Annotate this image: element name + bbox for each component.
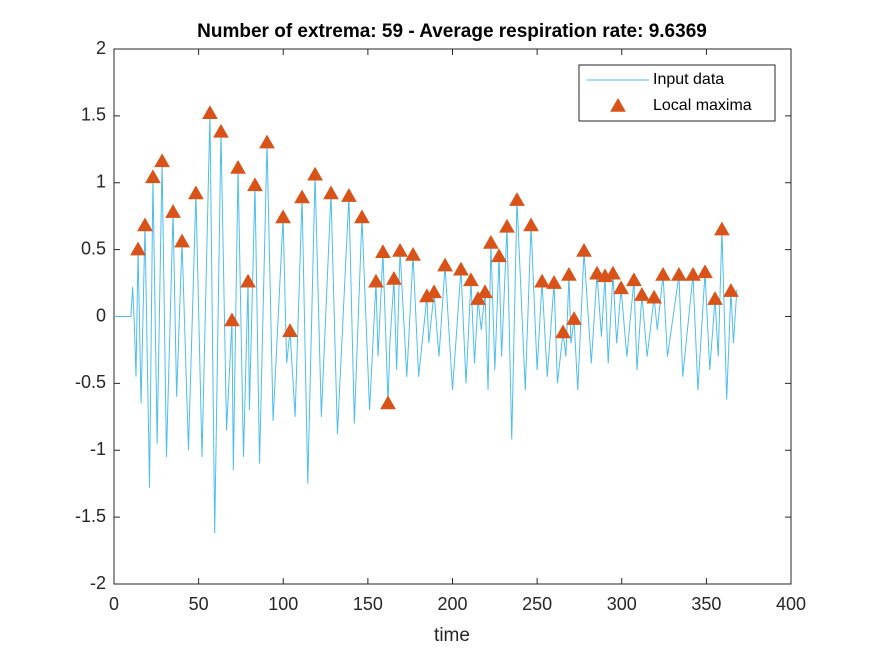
- marker: [145, 169, 161, 184]
- marker: [707, 291, 723, 305]
- marker: [634, 287, 650, 301]
- marker: [259, 134, 275, 149]
- marker: [613, 280, 629, 295]
- marker: [555, 324, 571, 339]
- marker: [341, 188, 357, 202]
- marker: [307, 166, 323, 181]
- marker: [426, 284, 442, 299]
- marker: [499, 218, 515, 233]
- marker: [240, 273, 256, 288]
- marker: [483, 234, 499, 249]
- x-axis-label: time: [434, 625, 470, 646]
- marker: [323, 185, 339, 200]
- marker: [213, 123, 229, 138]
- x-tick-label: 300: [607, 594, 637, 614]
- data-line: [114, 113, 738, 534]
- marker: [534, 273, 550, 288]
- y-tick-label: 1.5: [81, 105, 106, 125]
- marker: [671, 267, 687, 281]
- y-tick-label: -2: [90, 573, 106, 593]
- marker: [368, 273, 384, 288]
- x-tick-label: 150: [353, 594, 383, 614]
- marker: [282, 323, 298, 337]
- x-tick-label: 0: [109, 594, 119, 614]
- marker: [386, 271, 402, 285]
- x-tick-label: 400: [776, 594, 806, 614]
- x-tick-label: 350: [691, 594, 721, 614]
- x-tick-label: 250: [522, 594, 552, 614]
- marker: [405, 246, 421, 261]
- marker: [546, 275, 562, 289]
- marker: [380, 395, 396, 410]
- marker: [655, 267, 671, 281]
- marker: [230, 160, 246, 174]
- marker: [477, 284, 493, 299]
- marker: [491, 248, 507, 263]
- x-tick-label: 100: [268, 594, 298, 614]
- legend-swatch: [610, 97, 626, 112]
- marker: [165, 204, 181, 218]
- marker: [392, 242, 408, 257]
- marker: [509, 192, 525, 206]
- marker: [275, 209, 291, 224]
- marker: [154, 153, 170, 168]
- marker: [685, 267, 701, 281]
- marker: [437, 257, 453, 272]
- marker: [470, 291, 486, 305]
- marker: [224, 312, 240, 327]
- y-tick-label: -1: [90, 439, 106, 459]
- marker: [247, 177, 263, 192]
- y-tick-label: 0.5: [81, 238, 106, 258]
- marker: [188, 185, 204, 200]
- marker: [626, 272, 642, 287]
- marker: [354, 209, 370, 224]
- marker: [723, 283, 739, 297]
- x-tick-label: 50: [189, 594, 209, 614]
- marker: [697, 264, 713, 279]
- y-tick-label: 1: [96, 172, 106, 192]
- marker: [375, 244, 391, 259]
- x-tick-label: 200: [437, 594, 467, 614]
- marker: [202, 105, 218, 119]
- marker: [605, 265, 621, 280]
- marker: [566, 311, 582, 325]
- y-tick-label: 0: [96, 305, 106, 325]
- y-tick-label: -1.5: [75, 506, 106, 526]
- marker: [523, 217, 539, 232]
- marker: [137, 217, 153, 232]
- marker: [576, 242, 592, 257]
- marker: [463, 272, 479, 287]
- marker: [589, 265, 605, 280]
- marker: [130, 241, 146, 256]
- legend-label: Local maxima: [653, 97, 752, 114]
- marker: [174, 233, 190, 248]
- y-tick-label: -0.5: [75, 372, 106, 392]
- marker: [714, 221, 730, 236]
- marker: [453, 261, 469, 276]
- plot-area: [113, 48, 792, 585]
- marker: [294, 189, 310, 204]
- marker: [646, 289, 662, 304]
- legend-label: Input data: [653, 71, 724, 88]
- chart-title: Number of extrema: 59 - Average respirat…: [197, 21, 707, 42]
- y-tick-label: 2: [96, 38, 106, 58]
- marker: [561, 267, 577, 281]
